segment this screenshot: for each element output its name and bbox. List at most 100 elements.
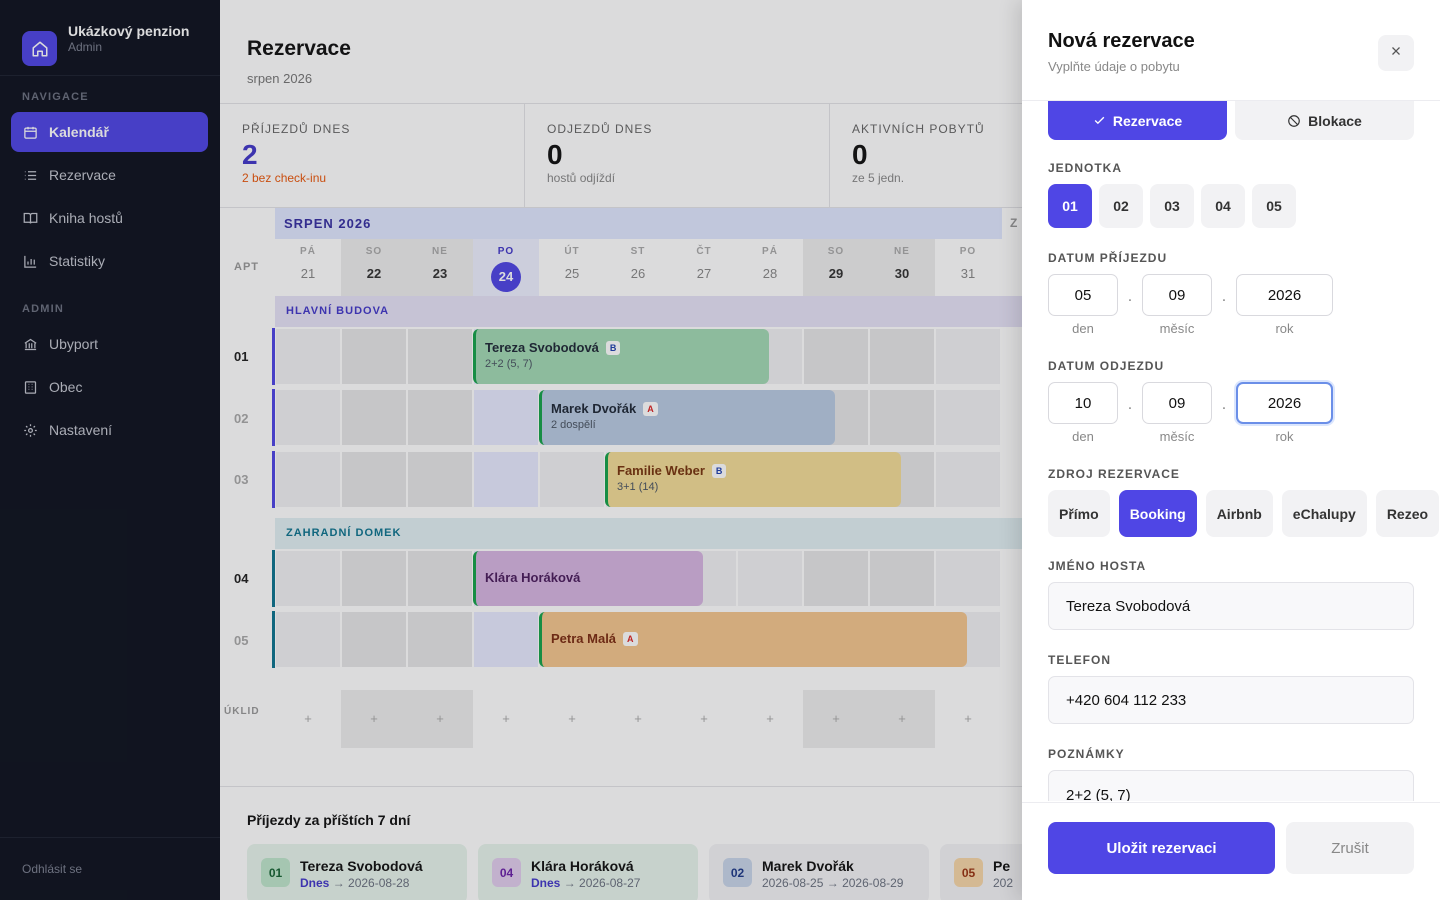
type-toggle: Rezervace Blokace	[1048, 101, 1422, 140]
arrival-year-input[interactable]: 2026	[1236, 274, 1333, 316]
calendar-cell[interactable]	[804, 551, 868, 606]
gear-icon	[22, 422, 38, 438]
add-cleaning-button[interactable]: +	[407, 690, 473, 748]
source-selector: Přímo Booking Airbnb eChalupy Rezeo	[1048, 490, 1440, 537]
calendar-cell[interactable]	[870, 551, 934, 606]
calendar-cell[interactable]	[936, 390, 1000, 445]
calendar-cell[interactable]	[870, 390, 934, 445]
calendar-cell[interactable]	[342, 390, 406, 445]
add-cleaning-button[interactable]: +	[964, 711, 972, 726]
calendar-cell[interactable]	[936, 329, 1000, 384]
source-option-airbnb[interactable]: Airbnb	[1205, 490, 1273, 537]
calendar-cell[interactable]	[408, 452, 472, 507]
booking-bar[interactable]: Familie Weber B 3+1 (14)	[605, 452, 901, 507]
calendar-cell[interactable]	[474, 612, 538, 667]
arrival-card[interactable]: 02 Marek Dvořák 2026-08-25 → 2026-08-29	[709, 844, 929, 900]
calendar-cell[interactable]	[342, 452, 406, 507]
calendar-cell[interactable]	[276, 612, 340, 667]
calendar-cell[interactable]	[276, 452, 340, 507]
arrival-card[interactable]: 04 Klára Horáková Dnes → 2026-08-27	[478, 844, 698, 900]
modal-overlay[interactable]	[0, 0, 1220, 900]
source-option-rezeo[interactable]: Rezeo	[1375, 490, 1440, 537]
calendar-cell[interactable]	[408, 612, 472, 667]
add-cleaning-button[interactable]: +	[502, 711, 510, 726]
day-number: 27	[696, 266, 712, 281]
add-cleaning-button[interactable]: +	[304, 711, 312, 726]
booking-bar[interactable]: Petra Malá A	[539, 612, 967, 667]
arrival-date-label: DATUM PŘÍJEZDU	[1048, 251, 1168, 265]
booking-bar[interactable]: Marek Dvořák A 2 dospělí	[539, 390, 835, 445]
row-label: 03	[234, 472, 249, 487]
unit-option-05[interactable]: 05	[1252, 184, 1296, 228]
sidebar-item-ubyport[interactable]: Ubyport	[11, 324, 208, 364]
calendar-cell[interactable]	[474, 390, 538, 445]
logout-link[interactable]: Odhlásit se	[0, 837, 220, 900]
arrival-unit: 05	[954, 858, 983, 887]
sidebar-item-settings[interactable]: Nastavení	[11, 410, 208, 450]
source-option-booking[interactable]: Booking	[1118, 490, 1197, 537]
calendar-cell[interactable]	[474, 452, 538, 507]
sidebar-item-guestbook[interactable]: Kniha hostů	[11, 198, 208, 238]
unit-option-03[interactable]: 03	[1150, 184, 1194, 228]
departure-date-label: DATUM ODJEZDU	[1048, 359, 1165, 373]
arrival-from: Dnes	[531, 876, 561, 890]
unit-option-02[interactable]: 02	[1099, 184, 1143, 228]
day-header: NE 30	[869, 239, 935, 296]
departure-day-input[interactable]: 10	[1048, 382, 1118, 424]
calendar-cell[interactable]	[408, 551, 472, 606]
unit-label: JEDNOTKA	[1048, 161, 1123, 175]
add-cleaning-button[interactable]: +	[766, 711, 774, 726]
day-number: 24	[491, 262, 521, 292]
drawer-footer: Uložit rezervaci Zrušit	[1022, 802, 1440, 900]
booking-bar[interactable]: Tereza Svobodová B 2+2 (5, 7)	[473, 329, 769, 384]
arrival-month-input[interactable]: 09	[1142, 274, 1212, 316]
departure-month-input[interactable]: 09	[1142, 382, 1212, 424]
calendar-cell[interactable]	[342, 612, 406, 667]
calendar-cell[interactable]	[870, 329, 934, 384]
arrival-card[interactable]: 01 Tereza Svobodová Dnes → 2026-08-28	[247, 844, 467, 900]
sidebar-item-label: Kniha hostů	[49, 210, 123, 226]
add-cleaning-button[interactable]: +	[568, 711, 576, 726]
source-option-echalupy[interactable]: eChalupy	[1281, 490, 1367, 537]
calendar-cell[interactable]	[936, 452, 1000, 507]
calendar-cell[interactable]	[936, 551, 1000, 606]
calendar-cell[interactable]	[408, 329, 472, 384]
unit-option-04[interactable]: 04	[1201, 184, 1245, 228]
type-reservation-button[interactable]: Rezervace	[1048, 101, 1227, 140]
sidebar-item-reservations[interactable]: Rezervace	[11, 155, 208, 195]
calendar-cell[interactable]	[738, 551, 802, 606]
source-option-přímo[interactable]: Přímo	[1048, 490, 1110, 537]
close-button[interactable]	[1378, 35, 1414, 71]
sidebar-item-statistics[interactable]: Statistiky	[11, 241, 208, 281]
arrival-day-input[interactable]: 05	[1048, 274, 1118, 316]
calendar-cell[interactable]	[804, 329, 868, 384]
departure-year-input[interactable]: 2026	[1236, 382, 1333, 424]
calendar-cell[interactable]	[276, 329, 340, 384]
page-subtitle: srpen 2026	[247, 71, 313, 86]
booking-detail: 2 dospělí	[551, 419, 596, 431]
add-cleaning-button[interactable]: +	[634, 711, 642, 726]
sidebar-item-calendar[interactable]: Kalendář	[11, 112, 208, 152]
save-reservation-button[interactable]: Uložit rezervaci	[1048, 822, 1275, 874]
add-cleaning-button[interactable]: +	[341, 690, 407, 748]
calendar-cell[interactable]	[342, 329, 406, 384]
calendar-cell[interactable]	[408, 390, 472, 445]
type-block-button[interactable]: Blokace	[1235, 101, 1414, 140]
cancel-button[interactable]: Zrušit	[1286, 822, 1414, 874]
guest-name-input[interactable]: Tereza Svobodová	[1048, 582, 1414, 630]
day-header: SO 22	[341, 239, 407, 296]
calendar-cell[interactable]	[276, 390, 340, 445]
add-cleaning-button[interactable]: +	[869, 690, 935, 748]
add-cleaning-button[interactable]: +	[803, 690, 869, 748]
calendar-cell[interactable]	[540, 452, 604, 507]
calendar-cell[interactable]	[276, 551, 340, 606]
add-cleaning-button[interactable]: +	[700, 711, 708, 726]
booking-bar[interactable]: Klára Horáková	[473, 551, 703, 606]
notes-textarea[interactable]: 2+2 (5, 7)	[1048, 770, 1414, 801]
unit-selector: 01 02 03 04 05	[1048, 184, 1303, 228]
unit-option-01[interactable]: 01	[1048, 184, 1092, 228]
calendar-cell[interactable]	[342, 551, 406, 606]
phone-input[interactable]: +420 604 112 233	[1048, 676, 1414, 724]
sidebar-item-municipality[interactable]: Obec	[11, 367, 208, 407]
stat-note: 2 bez check-inu	[242, 171, 327, 185]
